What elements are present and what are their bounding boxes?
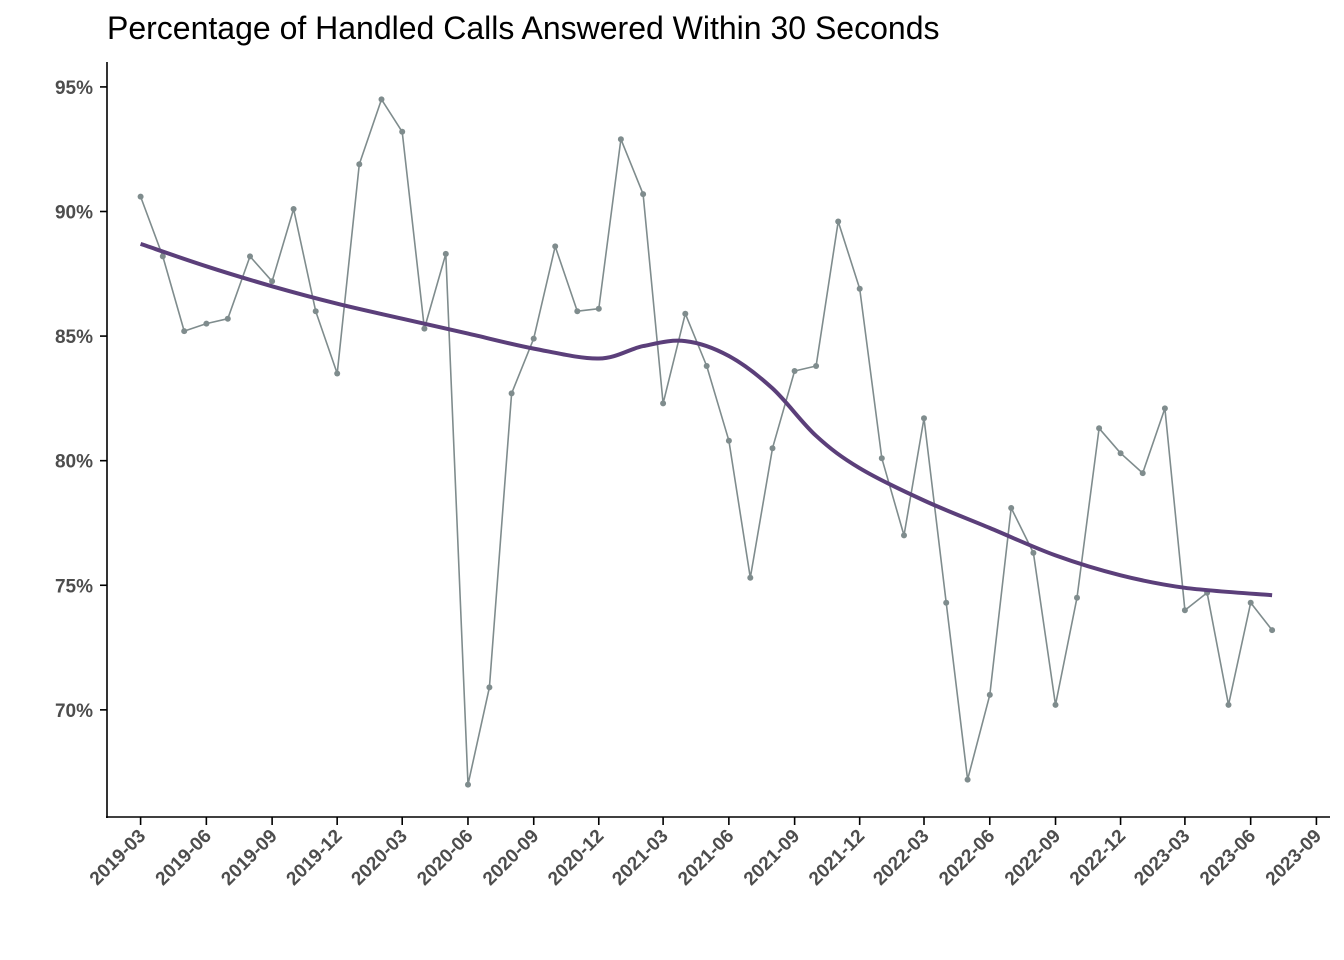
data-point (442, 250, 449, 257)
y-tick-label: 75% (55, 576, 93, 597)
x-tick-label: 2021-09 (740, 826, 804, 890)
x-tick-label: 2019-03 (86, 826, 150, 890)
axes (100, 62, 1330, 825)
x-tick-label: 2021-06 (674, 826, 738, 890)
data-point (791, 368, 798, 374)
data-point (986, 691, 993, 698)
data-point (703, 363, 710, 369)
data-point (203, 320, 210, 327)
data-point (835, 218, 842, 225)
data-point (159, 253, 166, 260)
x-tick-label: 2019-06 (152, 826, 216, 890)
x-tick-label: 2020-09 (479, 826, 543, 890)
x-tick-label: 2023-03 (1130, 826, 1194, 890)
data-point (964, 776, 971, 783)
data-point (943, 599, 950, 606)
x-tick-label: 2022-03 (869, 826, 933, 890)
data-point (878, 455, 885, 462)
data-point (1247, 599, 1254, 606)
data-point (682, 310, 689, 317)
x-tick-label: 2022-12 (1066, 826, 1130, 890)
data-point (595, 305, 602, 312)
x-tick-label: 2020-06 (413, 826, 477, 890)
data-point (856, 285, 863, 292)
data-point (1030, 549, 1037, 556)
x-tick-label: 2023-09 (1262, 826, 1326, 890)
data-point (1117, 450, 1124, 457)
data-point (530, 335, 537, 342)
data-point (1052, 701, 1059, 708)
tick-labels: 70%75%80%85%90%95%2019-03 2019-06 2019-09 2… (55, 78, 1326, 890)
data-point (486, 684, 493, 691)
data-point (399, 128, 406, 135)
data-point (181, 328, 188, 335)
data-point (660, 400, 667, 407)
data-point (1161, 405, 1168, 412)
data-point (508, 390, 515, 397)
raw-series (137, 96, 1276, 788)
trend-series (139, 242, 1273, 598)
data-point (640, 191, 647, 198)
chart-title: Percentage of Handled Calls Answered Wit… (107, 10, 940, 46)
data-point (224, 315, 231, 322)
data-point (356, 161, 363, 168)
data-point (1074, 594, 1080, 601)
y-tick-label: 95% (55, 78, 93, 99)
data-point (813, 363, 820, 369)
x-tick-label: 2020-12 (544, 826, 608, 890)
data-point (290, 206, 297, 212)
data-point (1139, 470, 1146, 477)
data-point (378, 96, 385, 103)
x-tick-label: 2021-03 (608, 826, 672, 890)
x-tick-label: 2019-12 (283, 826, 347, 890)
data-point (725, 437, 732, 444)
data-point (769, 445, 776, 452)
x-tick-label: 2021-12 (805, 826, 869, 890)
data-point (334, 370, 341, 377)
trend-line (139, 242, 1273, 598)
x-tick-label: 2023-06 (1196, 826, 1260, 890)
data-point (574, 308, 581, 315)
data-point (1225, 701, 1232, 708)
data-point (269, 278, 276, 285)
data-point (552, 243, 559, 250)
y-tick-label: 80% (55, 452, 93, 473)
data-point (312, 308, 319, 315)
data-point (421, 325, 428, 332)
data-point (247, 253, 253, 260)
x-tick-label: 2022-06 (935, 826, 999, 890)
x-tick-label: 2019-09 (217, 826, 281, 890)
data-point (137, 193, 144, 200)
y-tick-label: 70% (55, 701, 93, 722)
data-point (921, 415, 927, 422)
data-point (465, 781, 471, 788)
data-point (1096, 425, 1103, 432)
data-point (617, 136, 624, 143)
y-tick-label: 90% (55, 203, 93, 224)
data-point (1008, 505, 1015, 511)
series-line (139, 98, 1273, 786)
data-point (901, 532, 907, 539)
x-tick-label: 2022-09 (1001, 826, 1065, 890)
x-tick-label: 2020-03 (348, 826, 412, 890)
data-point (747, 574, 754, 581)
y-tick-label: 85% (55, 327, 93, 348)
data-point (1181, 607, 1188, 614)
data-point (1269, 627, 1276, 634)
